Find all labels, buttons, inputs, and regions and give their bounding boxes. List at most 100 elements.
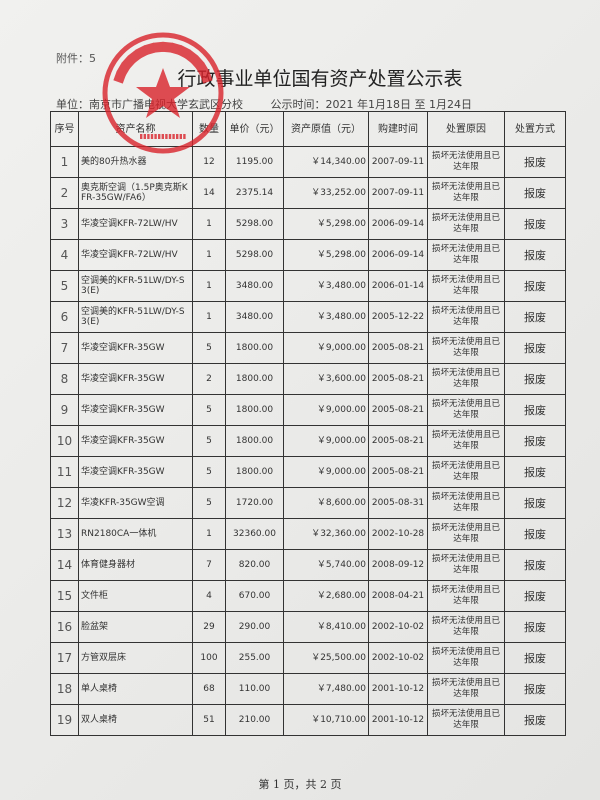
seal-character-mark [153, 41, 165, 53]
unit-price: 3480.00 [225, 301, 284, 333]
asset-name: 空调美的KFR-51LW/DY-S3(E) [78, 301, 193, 333]
row-number: 19 [50, 704, 79, 736]
column-header: 购建时间 [368, 111, 428, 147]
unit-price: 1800.00 [225, 363, 284, 395]
purchase-date: 2007-09-11 [368, 177, 428, 209]
purchase-date: 2005-08-21 [368, 363, 428, 395]
row-number: 17 [50, 642, 79, 674]
original-value: ￥3,480.00 [283, 270, 369, 302]
original-value: ￥9,000.00 [283, 394, 369, 426]
unit-price: 210.00 [225, 704, 284, 736]
purchase-date: 2005-08-21 [368, 394, 428, 426]
seal-character-mark [169, 42, 182, 56]
row-number: 3 [50, 208, 79, 240]
asset-disposal-table: 序号 资产名称 数量 单价（元） 资产原值（元） 购建时间 处置原因 处置方式 1 美的80升热… [50, 111, 566, 736]
disposal-method: 报废 [504, 580, 566, 612]
disposal-method: 报废 [504, 146, 566, 178]
disposal-reason: 损坏无法使用且已达年限 [427, 363, 505, 395]
notice-time: 公示时间：2021 年1月18日 至 1月24日 [270, 98, 472, 111]
disposal-method: 报废 [504, 456, 566, 488]
quantity: 1 [192, 208, 226, 240]
disposal-reason: 损坏无法使用且已达年限 [427, 425, 505, 457]
row-number: 2 [50, 177, 79, 209]
unit-price: 5298.00 [225, 208, 284, 240]
original-value: ￥33,252.00 [283, 177, 369, 209]
original-value: ￥2,680.00 [283, 580, 369, 612]
asset-name: 华凌空调KFR-35GW [78, 332, 193, 364]
unit-price: 32360.00 [225, 518, 284, 550]
disposal-method: 报废 [504, 208, 566, 240]
unit-price: 290.00 [225, 611, 284, 643]
purchase-date: 2006-09-14 [368, 239, 428, 271]
original-value: ￥5,298.00 [283, 239, 369, 271]
original-value: ￥10,710.00 [283, 704, 369, 736]
disposal-reason: 损坏无法使用且已达年限 [427, 673, 505, 705]
unit-name: 单位：南京市广播电视大学玄武区分校 [56, 98, 243, 111]
disposal-method: 报废 [504, 487, 566, 519]
unit-price: 255.00 [225, 642, 284, 674]
disposal-method: 报废 [504, 301, 566, 333]
original-value: ￥32,360.00 [283, 518, 369, 550]
original-value: ￥8,410.00 [283, 611, 369, 643]
table-row: 8 华凌空调KFR-35GW 2 1800.00 ￥3,600.00 2005-08-21… [50, 363, 566, 395]
disposal-reason: 损坏无法使用且已达年限 [427, 177, 505, 209]
purchase-date: 2007-09-11 [368, 146, 428, 178]
table-row: 15 文件柜 4 670.00 ￥2,680.00 2008-04-21 损坏无法使用且已达… [50, 580, 566, 612]
original-value: ￥9,000.00 [283, 332, 369, 364]
asset-name: RN2180CA一体机 [78, 518, 193, 550]
row-number: 7 [50, 332, 79, 364]
column-header: 资产名称 [78, 111, 193, 147]
disposal-method: 报废 [504, 425, 566, 457]
unit-price: 1720.00 [225, 487, 284, 519]
purchase-date: 2001-10-12 [368, 704, 428, 736]
asset-name: 奥克斯空调（1.5P奥克斯KFR-35GW/FA6） [78, 177, 193, 209]
disposal-method: 报废 [504, 363, 566, 395]
column-header: 处置方式 [504, 111, 566, 147]
original-value: ￥9,000.00 [283, 456, 369, 488]
table-row: 17 方管双层床 100 255.00 ￥25,500.00 2002-10-02 损坏无法… [50, 642, 566, 674]
table-row: 18 单人桌椅 68 110.00 ￥7,480.00 2001-10-12 损坏无法使用且… [50, 673, 566, 705]
column-header: 数量 [192, 111, 226, 147]
row-number: 10 [50, 425, 79, 457]
quantity: 14 [192, 177, 226, 209]
purchase-date: 2005-08-31 [368, 487, 428, 519]
table-row: 19 双人桌椅 51 210.00 ￥10,710.00 2001-10-12 损坏无法使用… [50, 704, 566, 736]
disposal-reason: 损坏无法使用且已达年限 [427, 704, 505, 736]
quantity: 1 [192, 239, 226, 271]
asset-name: 脸盆架 [78, 611, 193, 643]
unit-price: 1800.00 [225, 456, 284, 488]
column-header: 序号 [50, 111, 79, 147]
quantity: 5 [192, 394, 226, 426]
purchase-date: 2005-12-22 [368, 301, 428, 333]
asset-name: 华凌空调KFR-35GW [78, 425, 193, 457]
disposal-method: 报废 [504, 394, 566, 426]
disposal-method: 报废 [504, 673, 566, 705]
asset-name: 华凌空调KFR-35GW [78, 394, 193, 426]
seal-character-mark [135, 45, 149, 59]
disposal-reason: 损坏无法使用且已达年限 [427, 549, 505, 581]
unit-price: 1195.00 [225, 146, 284, 178]
unit-price: 1800.00 [225, 394, 284, 426]
disposal-reason: 损坏无法使用且已达年限 [427, 301, 505, 333]
table-row: 2 奥克斯空调（1.5P奥克斯KFR-35GW/FA6） 14 2375.14 ￥33,… [50, 177, 566, 209]
quantity: 5 [192, 456, 226, 488]
unit-line: 单位：南京市广播电视大学玄武区分校 公示时间：2021 年1月18日 至 1月2… [56, 96, 472, 112]
quantity: 1 [192, 270, 226, 302]
disposal-method: 报废 [504, 239, 566, 271]
quantity: 1 [192, 301, 226, 333]
disposal-reason: 损坏无法使用且已达年限 [427, 239, 505, 271]
original-value: ￥25,500.00 [283, 642, 369, 674]
quantity: 4 [192, 580, 226, 612]
row-number: 13 [50, 518, 79, 550]
table-row: 14 体育健身器材 7 820.00 ￥5,740.00 2008-09-12 损坏无法使用… [50, 549, 566, 581]
row-number: 14 [50, 549, 79, 581]
unit-price: 5298.00 [225, 239, 284, 271]
asset-name: 华凌空调KFR-35GW [78, 363, 193, 395]
asset-name: 华凌空调KFR-72LW/HV [78, 239, 193, 271]
unit-price: 1800.00 [225, 332, 284, 364]
asset-name: 华凌空调KFR-72LW/HV [78, 208, 193, 240]
original-value: ￥14,340.00 [283, 146, 369, 178]
table-row: 10 华凌空调KFR-35GW 5 1800.00 ￥9,000.00 2005-08-2… [50, 425, 566, 457]
disposal-reason: 损坏无法使用且已达年限 [427, 332, 505, 364]
unit-price: 110.00 [225, 673, 284, 705]
